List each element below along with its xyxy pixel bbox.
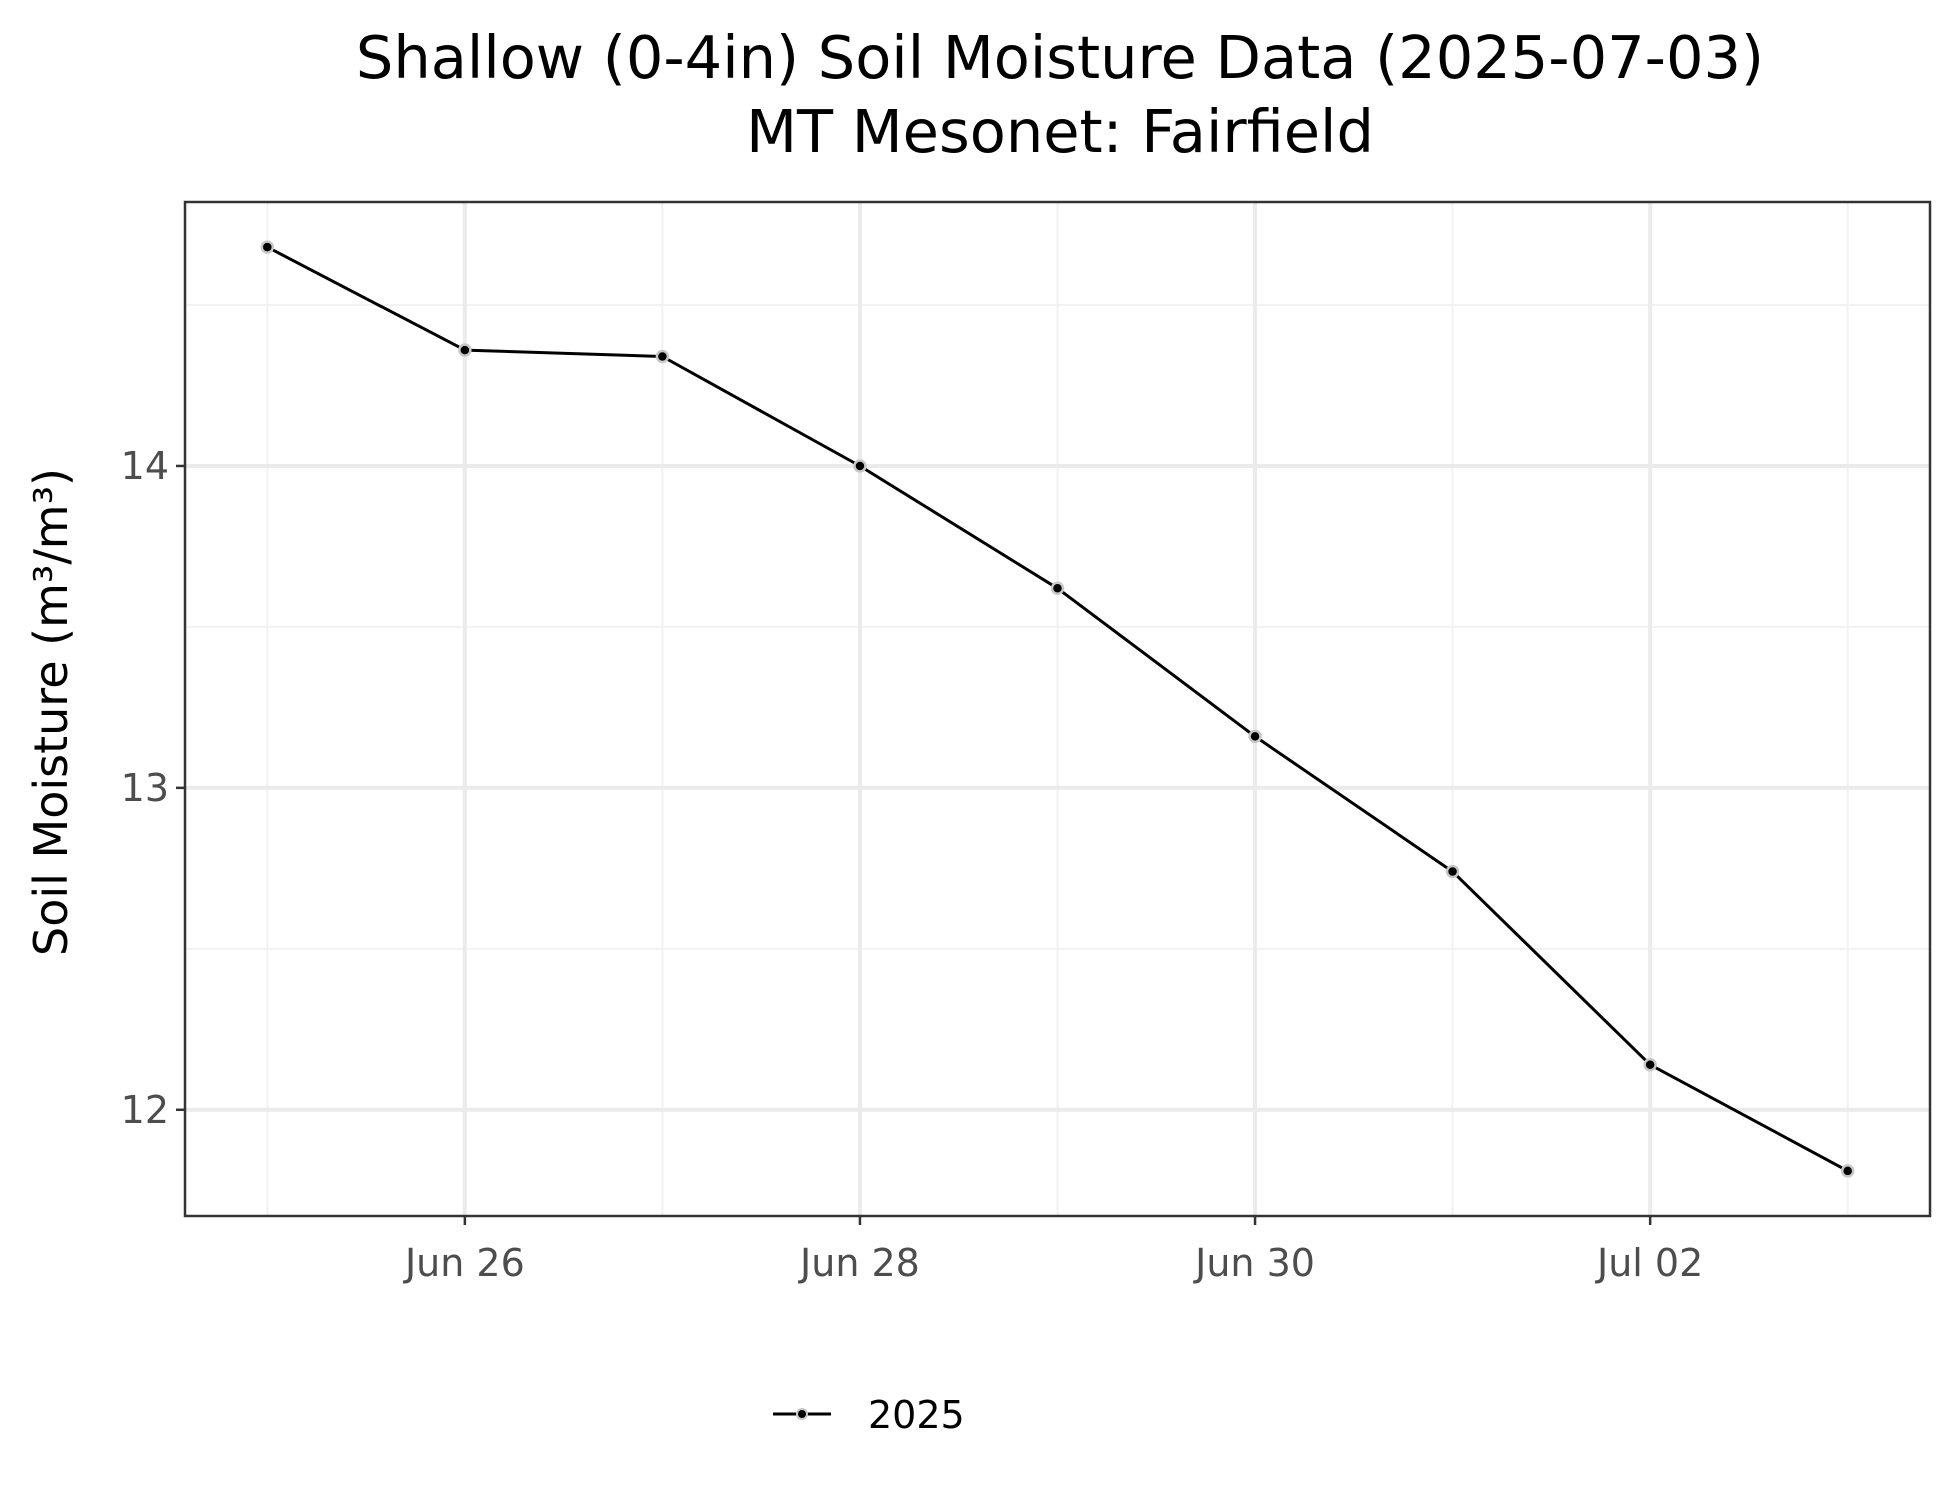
x-tick-label: Jun 26 bbox=[403, 1241, 525, 1285]
chart-title: Shallow (0-4in) Soil Moisture Data (2025… bbox=[356, 23, 1764, 92]
data-point bbox=[853, 459, 867, 473]
y-axis-title: Soil Moisture (m³/m³) bbox=[24, 468, 78, 956]
data-point bbox=[1445, 864, 1460, 879]
x-tick-label: Jun 30 bbox=[1193, 1241, 1315, 1285]
y-tick-label: 12 bbox=[121, 1088, 169, 1132]
data-point bbox=[1840, 1164, 1855, 1178]
legend: 2025 bbox=[773, 1393, 965, 1437]
legend-point-icon bbox=[796, 1408, 808, 1420]
data-point bbox=[655, 349, 670, 364]
x-tick-label: Jul 02 bbox=[1595, 1241, 1703, 1285]
panel-border bbox=[183, 200, 1932, 1218]
data-point bbox=[1050, 581, 1065, 596]
y-tick-label: 13 bbox=[121, 766, 169, 810]
chart-subtitle: MT Mesonet: Fairfield bbox=[746, 97, 1374, 166]
plot-area: 12 13 14 Jun 26 Jun 28 Jun 30 Jul 02 bbox=[121, 200, 1932, 1285]
y-tick-label: 14 bbox=[121, 444, 169, 488]
data-point bbox=[1643, 1057, 1657, 1072]
x-tick-label: Jun 28 bbox=[798, 1241, 920, 1285]
legend-series-label: 2025 bbox=[868, 1393, 965, 1437]
data-point bbox=[260, 240, 275, 254]
data-point bbox=[1248, 729, 1262, 744]
data-point bbox=[458, 343, 472, 357]
